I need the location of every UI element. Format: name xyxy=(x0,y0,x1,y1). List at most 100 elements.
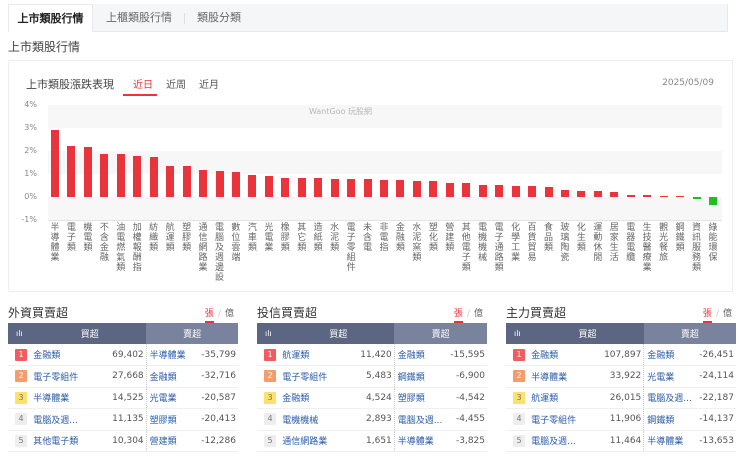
unit-billion-button[interactable]: 億 xyxy=(473,309,483,319)
bar-chart-icon[interactable]: ılı xyxy=(506,323,532,344)
sector-label[interactable]: 化生類 xyxy=(576,223,586,253)
buy-sector-link[interactable]: 電腦及週... xyxy=(33,415,78,426)
sector-bar[interactable] xyxy=(593,191,602,197)
sector-bar[interactable] xyxy=(560,190,569,197)
buy-sector-link[interactable]: 電子零組件 xyxy=(282,372,328,383)
sell-sector-link[interactable]: 金融類 xyxy=(393,344,451,366)
buy-sector-link[interactable]: 通信網路業 xyxy=(282,437,328,448)
sector-label[interactable]: 綠能環保 xyxy=(708,223,718,263)
bar-chart-icon[interactable]: ılı xyxy=(8,323,34,344)
sector-bar[interactable] xyxy=(149,157,158,197)
sector-bar[interactable] xyxy=(133,156,142,197)
sell-sector-link[interactable]: 金融類 xyxy=(643,344,700,366)
sector-bar[interactable] xyxy=(412,180,421,197)
buy-sector-link[interactable]: 金融類 xyxy=(33,351,61,361)
sell-sector-link[interactable]: 電腦及週... xyxy=(643,387,700,409)
sector-label[interactable]: 通信網路業 xyxy=(198,223,208,273)
sector-bar[interactable] xyxy=(116,153,125,197)
buy-sector-link[interactable]: 電腦及週... xyxy=(531,437,576,448)
sector-bar[interactable] xyxy=(676,195,685,197)
sector-bar[interactable] xyxy=(429,180,438,197)
tab-otc-sectors[interactable]: 上櫃類股行情 xyxy=(106,11,172,24)
buy-sector-link[interactable]: 電機機械 xyxy=(282,415,319,426)
sell-sector-link[interactable]: 鋼鐵類 xyxy=(643,408,700,430)
sector-bar[interactable] xyxy=(264,176,273,197)
sector-bar[interactable] xyxy=(166,165,175,197)
sell-sector-link[interactable]: 塑膠類 xyxy=(393,387,451,409)
sector-label[interactable]: 金融類 xyxy=(395,223,405,253)
sector-bar[interactable] xyxy=(100,153,109,197)
period-tab-month[interactable]: 近月 xyxy=(199,80,219,91)
sector-label[interactable]: 電腦及週邊設 xyxy=(214,223,224,283)
buy-sector-link[interactable]: 其他電子類 xyxy=(33,437,79,448)
unit-lots-button[interactable]: 張 xyxy=(204,309,214,323)
sector-label[interactable]: 其它類 xyxy=(297,223,307,253)
sector-bar[interactable] xyxy=(610,191,619,197)
sector-label[interactable]: 電機機械 xyxy=(478,223,488,263)
sell-sector-link[interactable]: 電腦及週... xyxy=(393,408,451,430)
sector-label[interactable]: 資訊服務類 xyxy=(692,223,702,273)
sector-bar[interactable] xyxy=(626,194,635,197)
sector-label[interactable]: 非電指 xyxy=(379,223,389,253)
tab-sector-classification[interactable]: 類股分類 xyxy=(197,11,241,24)
sector-bar[interactable] xyxy=(511,185,520,197)
sector-bar[interactable] xyxy=(478,184,487,197)
buy-sector-link[interactable]: 金融類 xyxy=(531,351,559,361)
sector-bar[interactable] xyxy=(215,171,224,197)
sector-bar[interactable] xyxy=(396,179,405,197)
sector-label[interactable]: 其他電子類 xyxy=(461,223,471,273)
sector-label[interactable]: 水泥窯類 xyxy=(412,223,422,263)
sector-bar[interactable] xyxy=(83,147,92,197)
sector-label[interactable]: 機電類 xyxy=(83,223,93,253)
sector-label[interactable]: 居家生活 xyxy=(609,223,619,263)
sector-bar[interactable] xyxy=(462,182,471,197)
tab-listed-sectors[interactable]: 上市類股行情 xyxy=(9,4,93,32)
sell-sector-link[interactable]: 營建類 xyxy=(145,430,202,452)
sector-bar[interactable] xyxy=(51,130,59,197)
sector-label[interactable]: 電子類 xyxy=(66,223,76,253)
sell-sector-link[interactable]: 半導體業 xyxy=(145,344,202,366)
sector-bar[interactable] xyxy=(709,197,717,206)
sector-label[interactable]: 營建類 xyxy=(445,223,455,253)
sector-label[interactable]: 玻璃陶瓷 xyxy=(560,223,570,263)
sector-label[interactable]: 紡織類 xyxy=(149,223,159,253)
sector-bar[interactable] xyxy=(445,182,454,197)
sector-label[interactable]: 數位雲端 xyxy=(231,223,241,263)
sector-bar[interactable] xyxy=(281,177,290,197)
sector-bar[interactable] xyxy=(528,185,537,197)
sell-sector-link[interactable]: 光電業 xyxy=(145,387,202,409)
sector-label[interactable]: 觀光餐旅 xyxy=(659,223,669,263)
sector-bar[interactable] xyxy=(347,179,356,197)
sector-bar[interactable] xyxy=(182,166,191,197)
sector-label[interactable]: 電子零組件 xyxy=(346,223,356,273)
buy-sector-link[interactable]: 航運類 xyxy=(531,394,559,405)
sector-label[interactable]: 塑化類 xyxy=(428,223,438,253)
buy-sector-link[interactable]: 電子零組件 xyxy=(33,372,79,383)
sector-label[interactable]: 化學工業 xyxy=(511,223,521,263)
sector-label[interactable]: 水泥類 xyxy=(330,223,340,253)
sector-bar[interactable] xyxy=(380,179,388,197)
sector-bar[interactable] xyxy=(643,194,652,197)
sector-label[interactable]: 百貨貿易 xyxy=(527,223,537,263)
sector-bar[interactable] xyxy=(495,185,504,197)
sector-label[interactable]: 食品類 xyxy=(543,223,553,253)
sell-sector-link[interactable]: 半導體業 xyxy=(643,430,700,452)
sector-bar[interactable] xyxy=(363,179,372,197)
sector-bar[interactable] xyxy=(659,195,668,197)
sector-label[interactable]: 運動休閒 xyxy=(593,223,603,263)
sector-bar[interactable] xyxy=(248,174,257,197)
sector-bar[interactable] xyxy=(577,191,586,197)
sector-bar[interactable] xyxy=(67,145,76,197)
bar-chart-icon[interactable]: ılı xyxy=(257,323,283,344)
sector-label[interactable]: 造紙類 xyxy=(313,223,323,253)
sell-sector-link[interactable]: 光電業 xyxy=(643,365,700,387)
sector-label[interactable]: 光電業 xyxy=(264,223,274,253)
buy-sector-link[interactable]: 航運類 xyxy=(282,351,310,361)
sector-label[interactable]: 半導體業 xyxy=(50,223,60,263)
sector-label[interactable]: 汽車類 xyxy=(247,223,257,253)
unit-lots-button[interactable]: 張 xyxy=(453,309,463,323)
sell-sector-link[interactable]: 塑膠類 xyxy=(145,408,202,430)
period-tab-day[interactable]: 近日 xyxy=(133,80,153,91)
buy-sector-link[interactable]: 電子零組件 xyxy=(531,415,577,426)
sector-label[interactable]: 未含電 xyxy=(363,223,373,253)
